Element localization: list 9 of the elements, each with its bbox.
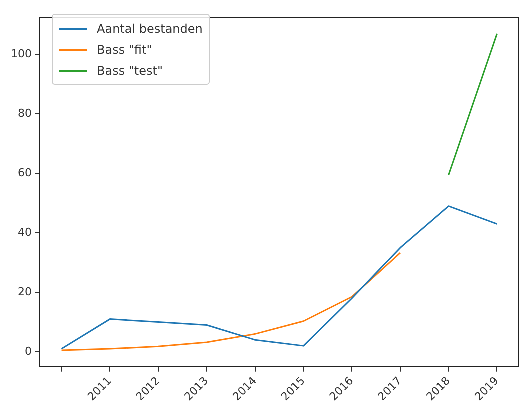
y-tick-label: 20: [18, 285, 32, 298]
legend-label: Aantal bestanden: [97, 22, 203, 36]
y-tick-label: 100: [10, 48, 32, 61]
y-tick-label: 40: [18, 226, 32, 239]
y-tick-label: 60: [18, 166, 32, 180]
legend-label: Bass "test": [97, 64, 163, 78]
y-tick-label: 80: [18, 107, 32, 120]
legend-label: Bass "fit": [97, 42, 152, 56]
y-tick-label: 0: [24, 344, 32, 358]
